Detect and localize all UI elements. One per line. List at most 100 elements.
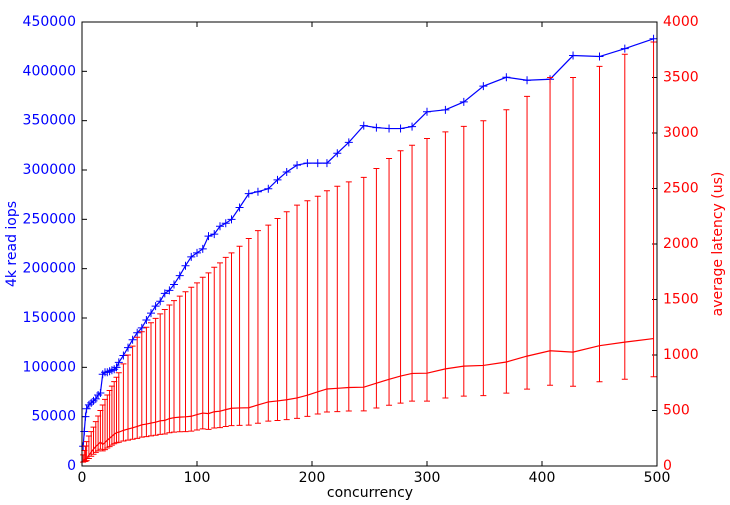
error-bar xyxy=(460,125,467,397)
y-tick-label: 400000 xyxy=(23,63,76,79)
marker xyxy=(344,138,353,147)
error-bar xyxy=(129,345,136,440)
y2-tick-label: 500 xyxy=(663,403,690,419)
y-axis-label: 4k read iops xyxy=(4,201,20,287)
marker xyxy=(333,149,342,158)
marker xyxy=(137,323,146,332)
marker xyxy=(160,289,169,298)
error-bar xyxy=(152,317,159,436)
error-bar xyxy=(570,77,577,387)
marker xyxy=(124,343,132,352)
error-bar xyxy=(161,308,168,435)
y2-tick-label: 2000 xyxy=(663,236,699,252)
marker xyxy=(253,187,262,196)
marker xyxy=(81,412,90,421)
error-bar xyxy=(442,131,449,399)
marker xyxy=(620,44,629,53)
marker xyxy=(114,358,123,367)
y2-tick-label: 4000 xyxy=(663,14,699,30)
marker xyxy=(502,73,511,82)
x-tick-label: 400 xyxy=(529,470,556,486)
marker xyxy=(595,52,604,61)
error-bar xyxy=(265,224,272,422)
marker xyxy=(479,82,488,91)
error-bar xyxy=(373,168,380,409)
error-bar xyxy=(524,95,531,390)
y2-axis-label: average latency (us) xyxy=(710,172,726,317)
marker xyxy=(198,244,207,253)
error-bar xyxy=(334,185,341,413)
error-bar xyxy=(409,144,416,402)
y-tick-label: 50000 xyxy=(31,409,76,425)
error-bar xyxy=(650,41,657,378)
error-bar xyxy=(236,245,243,426)
marker xyxy=(181,261,190,270)
error-bar xyxy=(211,266,218,429)
y-tick-label: 450000 xyxy=(23,14,76,30)
x-tick-label: 0 xyxy=(78,470,87,486)
marker xyxy=(303,159,312,168)
marker xyxy=(569,51,578,60)
marker xyxy=(96,388,105,397)
y-tick-label: 300000 xyxy=(23,162,76,178)
error-bar xyxy=(199,276,206,430)
marker xyxy=(459,97,468,106)
error-bar xyxy=(596,65,603,383)
marker xyxy=(210,230,219,239)
error-bar xyxy=(194,282,200,431)
error-bar xyxy=(397,150,404,404)
x-tick-label: 300 xyxy=(414,470,441,486)
marker xyxy=(156,297,165,306)
error-bar xyxy=(143,326,150,438)
error-bar xyxy=(283,211,290,421)
y-tick-label: 250000 xyxy=(23,211,76,227)
marker xyxy=(293,161,302,170)
marker xyxy=(408,122,417,131)
error-bar xyxy=(176,295,183,433)
marker xyxy=(170,280,178,289)
error-bar xyxy=(304,200,311,417)
error-bar xyxy=(222,256,229,427)
error-bar xyxy=(134,336,141,439)
error-bar xyxy=(217,262,223,429)
series-line xyxy=(82,337,654,461)
marker xyxy=(235,203,244,212)
y-tick-label: 100000 xyxy=(23,359,76,375)
y-tick-label: 350000 xyxy=(23,113,76,129)
marker xyxy=(151,302,160,311)
x-axis-label: concurrency xyxy=(327,485,413,501)
error-bar xyxy=(138,331,145,438)
marker xyxy=(128,335,137,344)
error-bar xyxy=(254,230,261,424)
error-bar xyxy=(345,181,352,412)
marker xyxy=(175,271,184,280)
marker xyxy=(165,286,174,295)
y2-tick-label: 2500 xyxy=(663,181,699,197)
error-bar xyxy=(547,77,554,386)
error-bar xyxy=(125,354,131,441)
y-tick-label: 200000 xyxy=(23,261,76,277)
error-bar xyxy=(294,204,301,419)
x-tick-label: 100 xyxy=(184,470,211,486)
marker xyxy=(204,232,213,241)
error-bar xyxy=(245,237,252,426)
marker xyxy=(423,107,431,116)
error-bar xyxy=(171,300,177,433)
x-tick-label: 500 xyxy=(644,470,671,486)
error-bar xyxy=(182,291,189,433)
marker xyxy=(313,159,322,168)
marker xyxy=(227,215,236,224)
marker xyxy=(441,105,450,114)
marker xyxy=(273,175,282,184)
marker xyxy=(142,315,151,324)
y-tick-label: 0 xyxy=(67,458,76,474)
error-bar xyxy=(424,138,430,402)
error-bar xyxy=(386,158,393,406)
marker xyxy=(264,184,273,193)
marker xyxy=(112,363,121,372)
plot-frame xyxy=(81,21,658,467)
y2-tick-label: 3000 xyxy=(663,125,699,141)
error-bar xyxy=(228,252,235,427)
y2-tick-label: 1000 xyxy=(663,347,699,363)
